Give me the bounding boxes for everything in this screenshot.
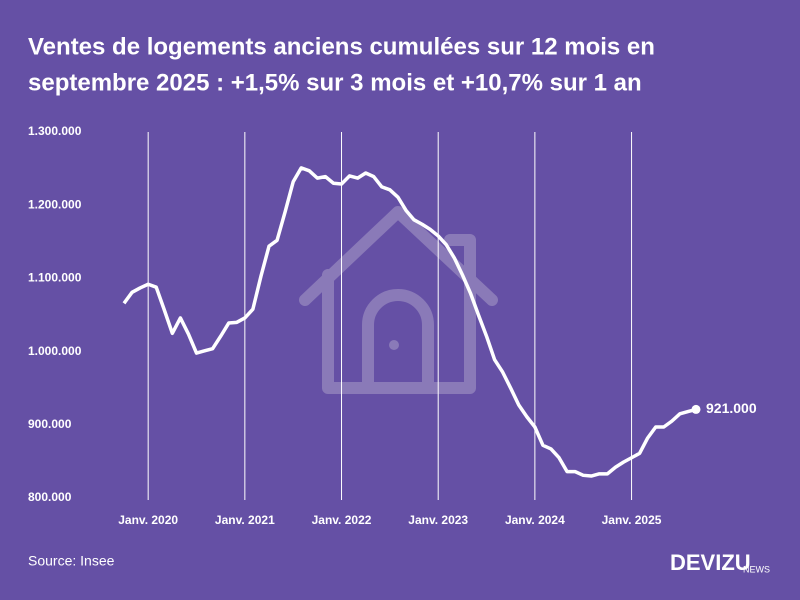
chart-subtitle: septembre 2025 : +1,5% sur 3 mois et +10… [28,69,642,96]
brand-suffix: NEWS [743,564,770,574]
end-point [691,404,701,414]
y-tick-label: 1.200.000 [28,197,82,211]
line [122,166,697,478]
x-tick-label: Janv. 2024 [505,513,565,527]
x-tick-label: Janv. 2022 [312,513,372,527]
value-label: 921.000 [706,400,757,416]
chart-title: Ventes de logements anciens cumulées sur… [28,33,655,60]
y-tick-label: 900.000 [28,417,72,431]
y-tick-label: 1.100.000 [28,271,82,285]
source: Source: Insee [28,553,115,569]
x-tick-label: Janv. 2025 [602,513,662,527]
x-tick-label: Janv. 2023 [408,513,468,527]
x-tick-label: Janv. 2020 [118,513,178,527]
y-tick-label: 800.000 [28,490,72,504]
y-tick-label: 1.000.000 [28,344,82,358]
y-tick-label: 1.300.000 [28,124,82,138]
brand: DEVIZU [670,550,751,575]
x-tick-label: Janv. 2021 [215,513,275,527]
